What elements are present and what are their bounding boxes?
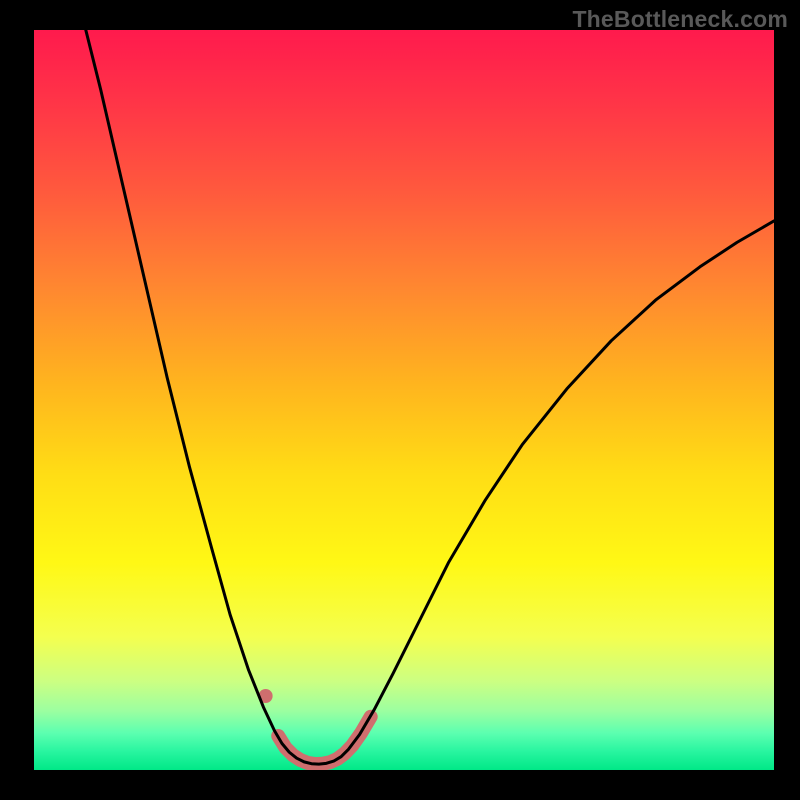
main-curve bbox=[86, 30, 774, 764]
plot-inner bbox=[34, 30, 774, 770]
curve-layer bbox=[34, 30, 774, 770]
plot-area bbox=[34, 30, 774, 770]
watermark-text: TheBottleneck.com bbox=[572, 6, 788, 33]
